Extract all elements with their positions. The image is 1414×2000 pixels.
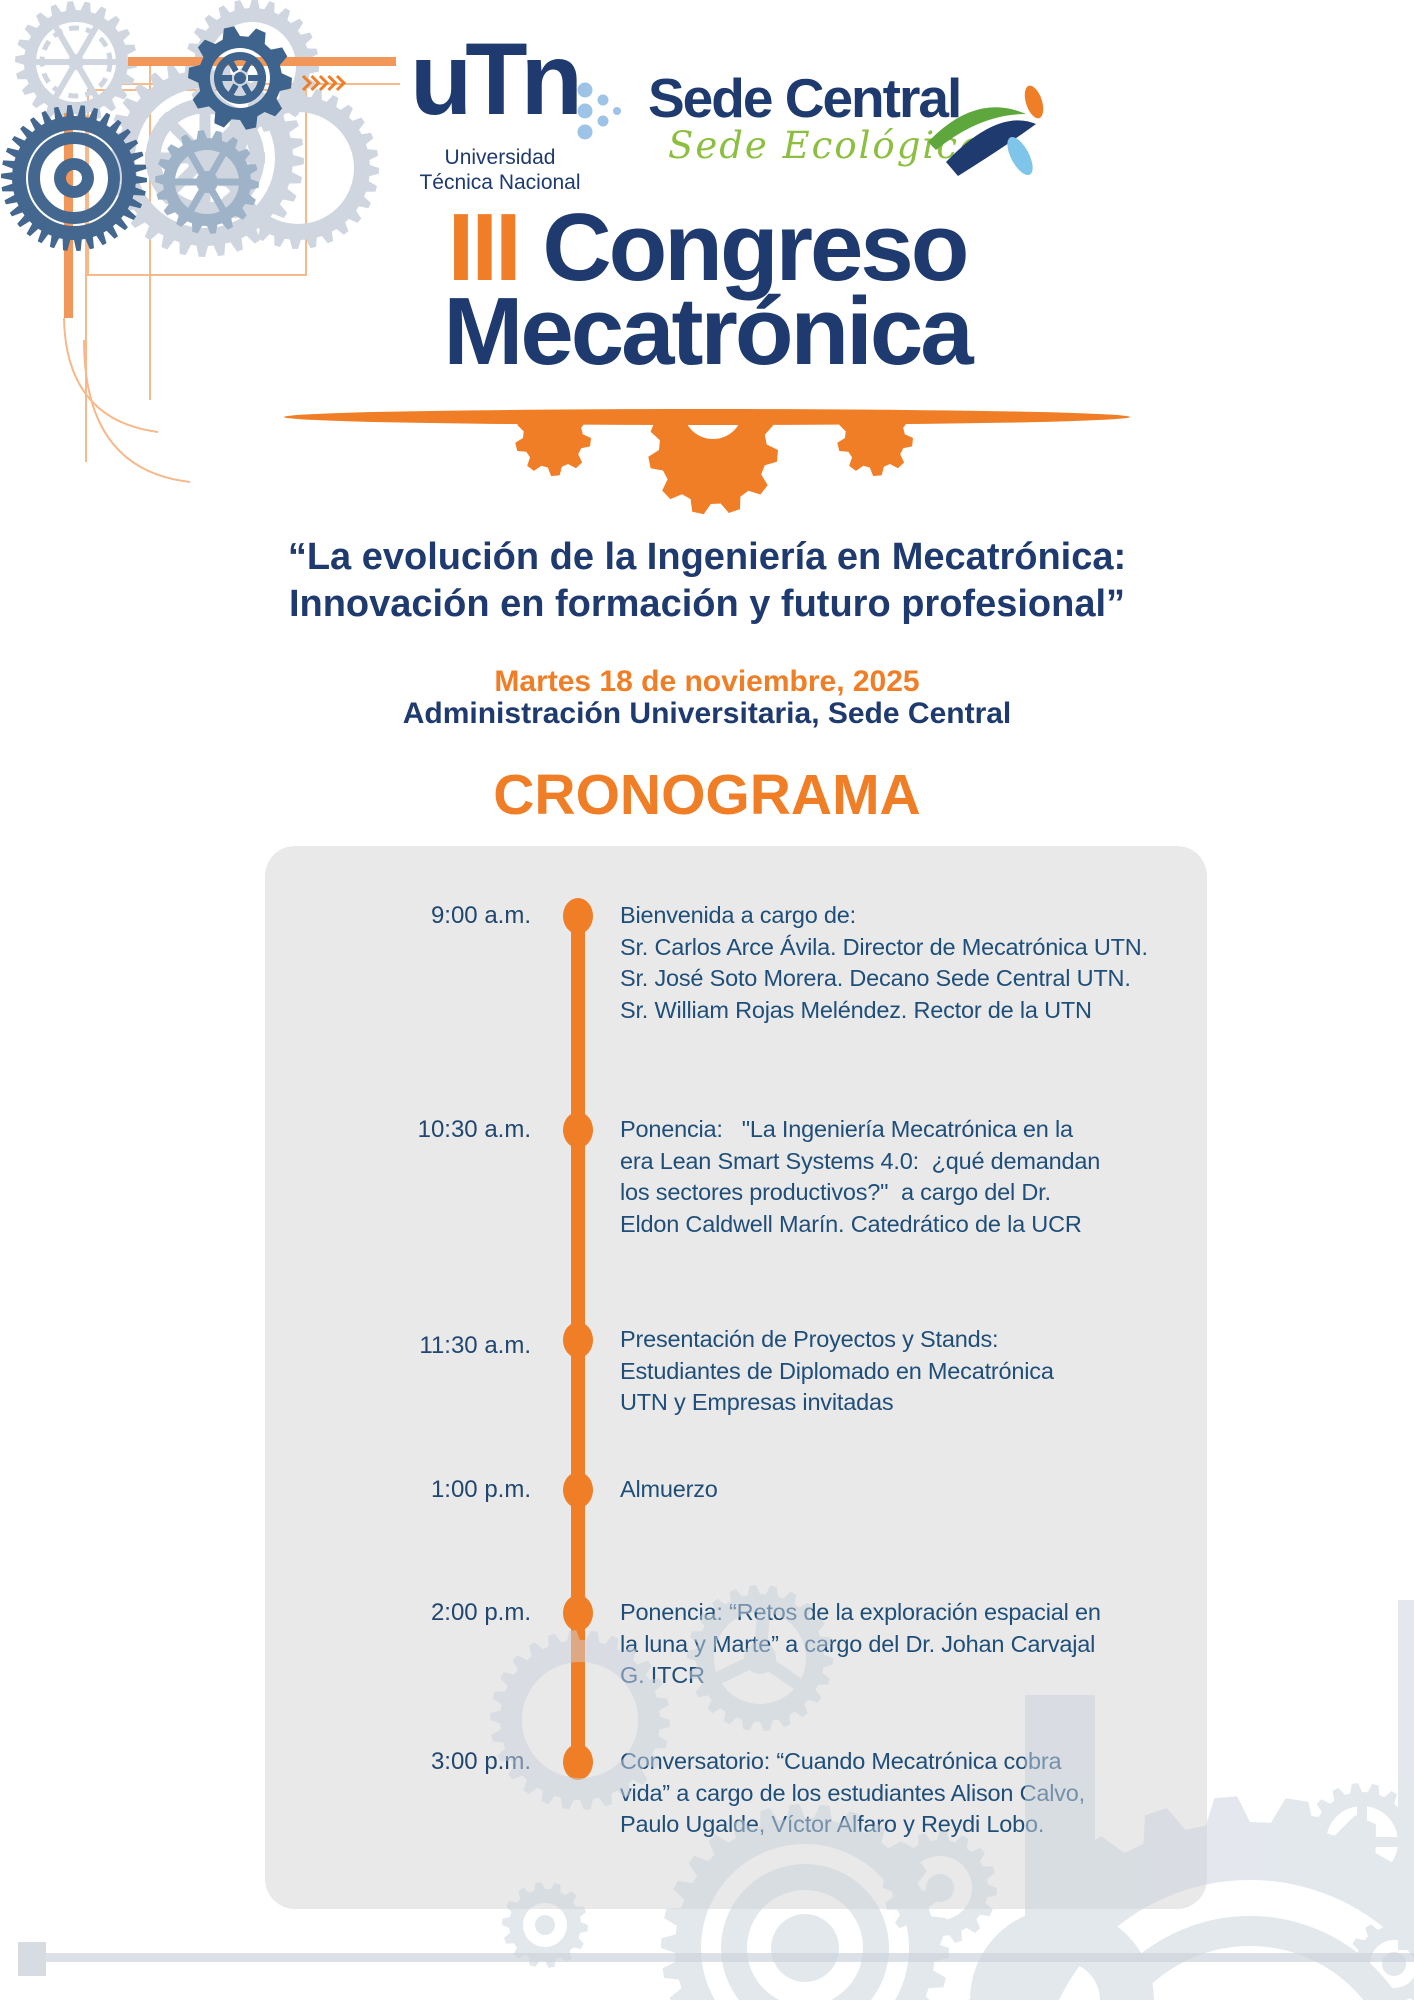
gear-icon bbox=[1303, 1783, 1414, 1901]
title-roman-numeral: III bbox=[447, 194, 522, 301]
schedule-time: 1:00 p.m. bbox=[430, 1476, 531, 1503]
gear-icon bbox=[185, 0, 319, 133]
event-quote-line1: “La evolución de la Ingeniería en Mecatr… bbox=[287, 536, 1127, 578]
title-word-congreso: Congreso bbox=[542, 194, 969, 301]
sede-ecologica-label: Sede Ecológica bbox=[668, 124, 984, 167]
utn-logo-text-universidad: Universidad bbox=[444, 146, 556, 169]
footer-bar-decoration bbox=[45, 1953, 1414, 1962]
event-date: Martes 18 de noviembre, 2025 bbox=[494, 665, 920, 698]
utn-logo: uTn bbox=[410, 22, 583, 136]
orange-gear-banner-decoration bbox=[284, 409, 1130, 515]
timeline-dot bbox=[563, 1322, 593, 1358]
timeline-dot bbox=[563, 1112, 593, 1148]
schedule-description: Bienvenida a cargo de: Sr. Carlos Arce Á… bbox=[620, 902, 1148, 1023]
schedule-time: 10:30 a.m. bbox=[417, 1116, 531, 1143]
timeline-dot bbox=[563, 1472, 593, 1508]
event-venue: Administración Universitaria, Sede Centr… bbox=[402, 697, 1012, 730]
schedule-time: 2:00 p.m. bbox=[430, 1599, 531, 1626]
gear-icon bbox=[515, 424, 591, 476]
timeline-dot bbox=[563, 898, 593, 934]
gear-icon bbox=[188, 26, 292, 130]
gear-icon bbox=[837, 424, 913, 476]
gear-icon bbox=[648, 424, 778, 515]
utn-logo-dots-icon bbox=[577, 82, 621, 140]
page-title-line2: Mecatrónica bbox=[443, 278, 973, 385]
schedule-description: Presentación de Proyectos y Stands: Estu… bbox=[620, 1326, 1054, 1415]
schedule-card: 9:00 a.m. Bienvenida a cargo de: Sr. Car… bbox=[265, 846, 1207, 1909]
timeline-dot bbox=[563, 1744, 593, 1780]
schedule-description: Almuerzo bbox=[620, 1476, 718, 1502]
schedule-description: Conversatorio: “Cuando Mecatrónica cobra… bbox=[620, 1748, 1085, 1837]
gear-icon bbox=[15, 1, 137, 123]
schedule-time: 11:30 a.m. bbox=[419, 1332, 531, 1359]
section-title-cronograma: CRONOGRAMA bbox=[493, 763, 921, 827]
page-title-line1: III Congreso bbox=[0, 200, 1414, 296]
sede-central-logo: Sede Central bbox=[648, 67, 962, 129]
schedule-description: Ponencia: “Retos de la exploración espac… bbox=[620, 1599, 1101, 1688]
footer-square-decoration bbox=[18, 1942, 46, 1976]
event-quote-line2: Innovación en formación y futuro profesi… bbox=[288, 583, 1126, 625]
schedule-description: Ponencia: "La Ingeniería Mecatrónica en … bbox=[620, 1116, 1101, 1237]
utn-logo-text-tecnica-nacional: Técnica Nacional bbox=[419, 171, 581, 194]
schedule-time: 9:00 a.m. bbox=[430, 902, 531, 929]
timeline-dot bbox=[563, 1595, 593, 1631]
schedule-time: 3:00 p.m. bbox=[430, 1748, 531, 1775]
